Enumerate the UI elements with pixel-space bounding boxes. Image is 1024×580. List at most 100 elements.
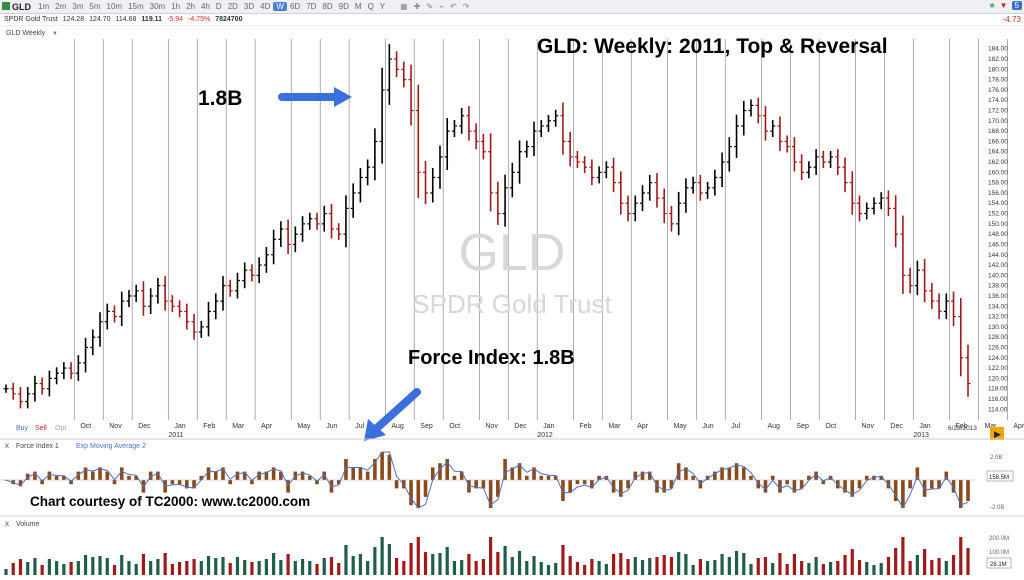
price-bar xyxy=(907,267,913,294)
timeframe-3m[interactable]: 3m xyxy=(72,2,84,11)
timeframe-4h[interactable]: 4h xyxy=(201,2,210,11)
volume-bar xyxy=(47,559,51,575)
x-tick-label: Feb xyxy=(579,423,591,430)
volume-bar xyxy=(322,558,326,575)
pencil-icon[interactable]: ✎ xyxy=(426,2,434,11)
x-tick-label: Oct xyxy=(825,423,836,430)
volume-bar xyxy=(120,555,124,575)
price-bar xyxy=(734,114,740,158)
chart-label-caret[interactable]: ▼ xyxy=(52,31,58,37)
force-bar xyxy=(90,471,95,480)
arrow-force xyxy=(364,388,421,441)
redo-icon[interactable]: ↷ xyxy=(462,2,470,11)
timeframe-4d[interactable]: 4D xyxy=(260,2,271,11)
timeframe-10m[interactable]: 10m xyxy=(106,2,123,11)
sell-button[interactable]: Sell xyxy=(35,425,47,432)
price-bar xyxy=(574,150,580,168)
timeframe-1h[interactable]: 1h xyxy=(171,2,181,11)
timeframe-8d[interactable]: 8D xyxy=(322,2,333,11)
force-bar xyxy=(336,480,341,485)
force-label[interactable]: Force Index 1 xyxy=(16,443,59,450)
gridlines xyxy=(73,39,1008,420)
chart[interactable]: GLD Weekly ▼ GLD SPDR Gold Trust 114.001… xyxy=(0,25,1024,580)
y-tick-label: 138.00 xyxy=(988,283,1008,290)
play-icon[interactable]: ▶ xyxy=(994,429,1001,439)
price-bar xyxy=(603,161,609,179)
badge[interactable]: 5 xyxy=(1011,1,1022,10)
price-bar xyxy=(162,276,168,311)
grid-icon[interactable]: ▦ xyxy=(400,2,408,11)
volume-bar xyxy=(445,547,449,575)
force-bar xyxy=(590,480,594,489)
volume-bar xyxy=(228,563,232,575)
timeframe-m[interactable]: M xyxy=(354,2,362,11)
force-bar xyxy=(727,467,732,480)
force-bar xyxy=(517,463,522,480)
right-change: -4.73 xyxy=(1002,15,1021,24)
price-bar xyxy=(683,178,689,213)
force-bar xyxy=(409,480,413,506)
force-bar xyxy=(221,467,225,480)
force-close-icon[interactable]: x xyxy=(5,441,9,450)
timeframe-1m[interactable]: 1m xyxy=(38,2,50,11)
timeframe-30m[interactable]: 30m xyxy=(149,2,166,11)
symbol-box[interactable]: GLD xyxy=(12,1,31,12)
volume-label[interactable]: Volume xyxy=(16,521,39,528)
force-bar xyxy=(430,467,435,480)
volume-bar xyxy=(279,560,283,575)
volume-close-icon[interactable]: x xyxy=(5,519,9,528)
volume-bar xyxy=(655,557,659,575)
force-bar xyxy=(546,475,551,480)
timeframe-15m[interactable]: 15m xyxy=(128,2,144,11)
price-bar xyxy=(936,293,942,320)
force-bar xyxy=(474,480,478,489)
timeframe-2d[interactable]: 2D xyxy=(227,2,238,11)
timeframe-2h[interactable]: 2h xyxy=(186,2,195,11)
price-bar xyxy=(155,277,161,304)
chart-label[interactable]: GLD Weekly xyxy=(6,30,46,37)
price-bar xyxy=(473,123,479,150)
timeframe-y[interactable]: Y xyxy=(379,2,386,11)
link-icon[interactable]: ⌁ xyxy=(439,2,444,11)
timeframe-q[interactable]: Q xyxy=(367,2,374,11)
price-bar xyxy=(343,195,349,248)
timeframe-7d[interactable]: 7D xyxy=(306,2,317,11)
timeframe-6d[interactable]: 6D xyxy=(289,2,301,11)
ema-label[interactable]: Exp Moving Average 2 xyxy=(76,443,146,450)
crosshair-icon[interactable]: ✚ xyxy=(413,2,421,11)
volume-bar xyxy=(394,558,399,575)
force-bar xyxy=(930,480,934,489)
y-tick-label: 144.00 xyxy=(988,252,1008,259)
timeframe-9d[interactable]: 9D xyxy=(338,2,349,11)
timeframe-w[interactable]: W xyxy=(273,2,287,11)
star-icon[interactable]: ★ xyxy=(988,1,996,10)
force-bar xyxy=(908,480,912,489)
volume-bar xyxy=(568,556,572,575)
x-tick-label: Dec xyxy=(890,423,903,430)
annotation-force: Force Index: 1.8B xyxy=(408,347,575,369)
volume-bar xyxy=(771,563,775,575)
x-tick-label: Sep xyxy=(420,423,433,430)
price-bar xyxy=(502,174,508,227)
force-bar xyxy=(843,480,847,493)
volume-bar xyxy=(930,560,934,575)
force-bar xyxy=(148,471,153,480)
price-bar xyxy=(263,247,269,273)
y-tick-label: 136.00 xyxy=(988,293,1008,300)
timeframe-2m[interactable]: 2m xyxy=(55,2,67,11)
price-bar xyxy=(459,107,465,134)
timeframe-d[interactable]: D xyxy=(215,2,222,11)
volume-bar xyxy=(778,553,782,575)
price-bar xyxy=(828,150,834,168)
undo-icon[interactable]: ↶ xyxy=(449,2,457,11)
volume-bar xyxy=(214,558,218,575)
force-bar xyxy=(958,480,963,508)
play-button[interactable] xyxy=(990,427,1004,440)
buy-button[interactable]: Buy xyxy=(16,425,29,432)
opt-button[interactable]: Opt xyxy=(55,425,66,432)
force-bar xyxy=(553,475,558,480)
timeframe-5m[interactable]: 5m xyxy=(89,2,101,11)
price-bar xyxy=(321,205,327,232)
force-bar xyxy=(438,463,442,480)
timeframe-3d[interactable]: 3D xyxy=(243,2,255,11)
